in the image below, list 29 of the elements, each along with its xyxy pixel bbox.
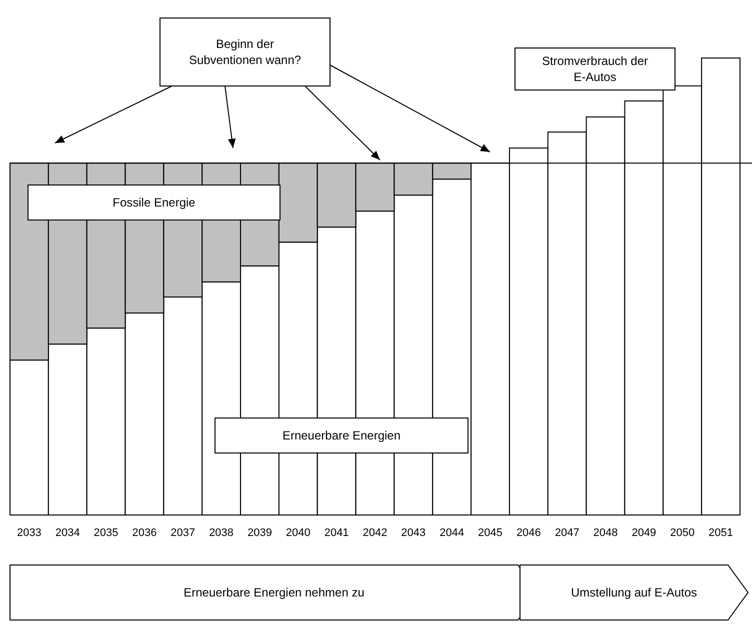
x-tick-label: 2046 <box>516 526 541 539</box>
x-tick-label: 2043 <box>401 526 426 539</box>
x-tick-label: 2034 <box>55 526 80 539</box>
text: Umstellung auf E-Autos <box>570 586 698 600</box>
annotation: Stromverbrauch der E-Autos <box>542 54 648 84</box>
x-tick-label: 2044 <box>440 526 464 539</box>
text: Erneuerbare Energien nehmen zu <box>184 586 364 600</box>
x-tick-label: 2048 <box>593 526 618 539</box>
x-tick-label: 2033 <box>16 526 42 539</box>
text-box: Beginn der Subventionen wann? <box>160 18 330 86</box>
series-label: Erneuerbare Energien <box>282 428 401 443</box>
x-tick-label: 2038 <box>209 526 234 539</box>
x-tick-label: 2047 <box>554 526 580 539</box>
x-tick-label: 2036 <box>132 526 157 539</box>
annotation: Beginn der Subventionen wann? <box>188 37 302 68</box>
x-tick-label: 2045 <box>478 526 503 539</box>
text-box: Stromverbrauch der E-Autos <box>514 48 676 90</box>
series-label: Fossile Energie <box>112 196 196 210</box>
x-tick-label: 2041 <box>324 526 349 539</box>
x-tick-label: 2051 <box>708 526 734 539</box>
x-tick-label: 2050 <box>670 526 695 539</box>
x-tick-label: 2037 <box>170 526 196 539</box>
x-tick-label: 2049 <box>632 526 656 539</box>
x-tick-label: 2035 <box>94 526 118 539</box>
x-tick-label: 2042 <box>362 526 388 539</box>
text-box: Fossile Energie <box>28 184 280 220</box>
text-box: Erneuerbare Energien <box>214 418 468 454</box>
x-tick-label: 2040 <box>286 526 310 539</box>
x-tick-label: 2039 <box>247 526 272 539</box>
